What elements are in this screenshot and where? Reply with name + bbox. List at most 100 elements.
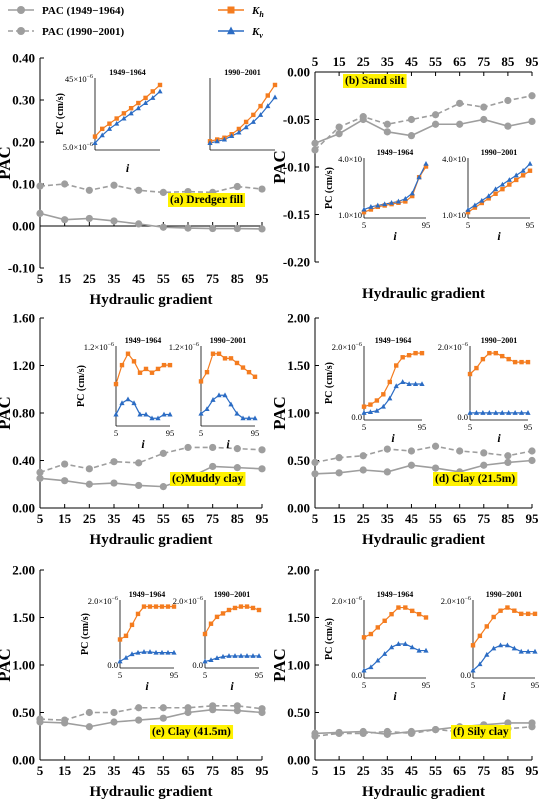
inset-kv-point (393, 383, 399, 389)
inset-kh-point (147, 604, 153, 609)
inset-x-axis-title: i (141, 437, 145, 451)
inset-x-tick-label: 95 (166, 428, 175, 438)
inset-kh-point (252, 374, 258, 379)
inset-x-tick-label: 95 (422, 680, 431, 690)
y-tick-label: -0.05 (283, 112, 311, 127)
inset-kv-point (527, 161, 533, 166)
inset-kv-point (368, 204, 374, 209)
pac-point (110, 181, 118, 189)
y-axis-title: PAC (0, 396, 14, 430)
pac-point (135, 220, 143, 228)
pac-point (407, 461, 416, 469)
x-tick-label: 5 (37, 271, 44, 286)
x-tick-label: 15 (333, 54, 347, 69)
pac-point (456, 99, 464, 107)
x-tick-label: 35 (381, 54, 395, 69)
inset-kv-point (141, 649, 147, 654)
inset-kv-point (361, 206, 367, 212)
y-tick-label: 0.00 (287, 65, 310, 80)
inset-kv-line (204, 655, 259, 663)
y-tick-label: 0.20 (12, 135, 35, 150)
panel-b: 0.00-0.05-0.10-0.15-0.205 15 25 35 45 55 65 75 8… (270, 54, 539, 302)
inset-kv-point (226, 653, 232, 658)
pac-point (110, 479, 118, 487)
inset-kh-point (520, 173, 526, 178)
inset-kv-line (363, 163, 427, 211)
pac-point (456, 120, 464, 128)
inset-kh-point (472, 205, 478, 210)
x-tick-label: 45 (405, 763, 419, 778)
x-tick-label: 55 (157, 271, 171, 286)
inset-kv-point (409, 190, 415, 196)
pac-point (383, 120, 391, 128)
pac-point (135, 704, 143, 712)
pac-point (504, 719, 512, 727)
inset-kh-point (500, 186, 505, 192)
legend-label-kv: Kv (251, 26, 263, 40)
inset-kv-point (119, 400, 125, 406)
pac-point (335, 469, 343, 477)
inset-kh-point (238, 604, 244, 609)
inset-kh-point (171, 604, 177, 609)
x-tick-label: 45 (132, 271, 146, 286)
inset-b-1: 1990−2001 5 95 i (465, 148, 534, 243)
inset-kh-line (469, 352, 528, 375)
inset-kv-point (532, 648, 538, 654)
inset-kh-point (135, 611, 141, 617)
y-tick-label: 0.30 (12, 93, 35, 108)
inset-kh-point (214, 614, 220, 620)
x-tick-label: 95 (256, 271, 270, 286)
y-tick-label: 2.00 (287, 311, 310, 326)
pac-series-1949 (39, 465, 263, 488)
y-tick-label: 0.40 (12, 51, 35, 66)
x-tick-label: 95 (256, 511, 270, 526)
inset-kh-point (423, 164, 429, 169)
inset-x-tick-label: 5 (362, 680, 366, 690)
inset-kh-point (208, 621, 214, 626)
inset-kh-point (216, 351, 222, 356)
inset-ybottom-label: 0.0 (457, 412, 468, 422)
inset-title: 1949−1964 (377, 590, 414, 599)
inset-kv-point (208, 657, 214, 663)
inset-ybottom-label: 5.0×10−6 (63, 142, 93, 152)
pac-point (233, 224, 241, 233)
x-tick-label: 25 (83, 511, 97, 526)
x-tick-label: 75 (477, 54, 491, 69)
inset-ybottom-label: 0.0 (107, 660, 118, 670)
inset-ytop-label: 2.0×10−6 (441, 596, 471, 606)
x-tick-label: 65 (453, 54, 467, 69)
pac-point (383, 445, 391, 453)
inset-kv-point (106, 126, 113, 131)
pac-point (431, 442, 440, 450)
inset-kh-line (204, 605, 260, 635)
inset-f-1: 1990−2001 5 95 i (470, 590, 539, 703)
inset-x-tick-label: 95 (422, 220, 431, 230)
inset-kv-point (113, 411, 119, 417)
pac-point (85, 465, 93, 473)
x-tick-label: 45 (405, 54, 419, 69)
inset-kh-point (136, 100, 141, 106)
inset-kh-point (137, 370, 143, 375)
pac-series-1990 (39, 183, 263, 194)
inset-kv-point (361, 410, 367, 415)
inset-kh-point (155, 366, 161, 372)
inset-kv-point (234, 410, 240, 416)
inset-kh-line (363, 166, 427, 213)
inset-kv-point (214, 655, 220, 660)
x-tick-label: 85 (501, 54, 515, 69)
inset-kh-line (209, 84, 276, 142)
inset-kv-point (491, 645, 497, 651)
x-tick-label: 75 (206, 511, 220, 526)
pac-point (233, 445, 241, 453)
panel-tag-bg (150, 725, 234, 739)
inset-kh-point (256, 607, 262, 613)
pac-point (61, 216, 69, 224)
inset-kv-point (470, 667, 476, 673)
inset-kh-point (220, 611, 226, 616)
legend-marker-1990 (17, 27, 25, 35)
inset-kv-point (375, 202, 381, 208)
pac-point (233, 464, 241, 472)
x-tick-label: 25 (357, 763, 371, 778)
panel-tag-f: (f) Sily clay (453, 726, 509, 738)
pac-point (311, 470, 319, 478)
